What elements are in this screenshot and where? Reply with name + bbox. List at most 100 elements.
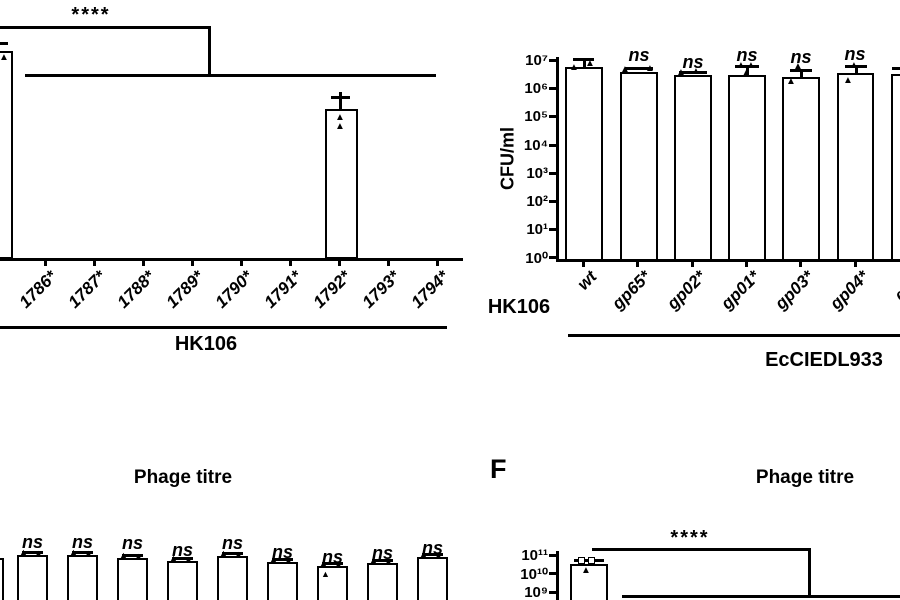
error-cap: [892, 67, 900, 70]
bar-6: [267, 562, 298, 600]
bar-5: [217, 556, 248, 600]
data-point-triangle: ▲: [84, 548, 93, 558]
ns-annotation: ns: [121, 533, 143, 553]
data-point-triangle: ▲: [419, 549, 428, 559]
x-tick: [44, 260, 47, 266]
data-point-triangle: ▲: [620, 64, 630, 75]
ns-annotation: ns: [736, 45, 758, 65]
data-point-triangle: ▲: [585, 58, 595, 69]
bar-1792: [325, 109, 358, 259]
bar-gp65: [620, 72, 658, 261]
data-point-triangle: ▲: [581, 565, 591, 576]
ns-annotation: ns: [790, 47, 812, 67]
bar-gp03: [782, 77, 820, 261]
bar-gp01: [728, 75, 766, 261]
ns-annotation: ns: [371, 543, 393, 563]
ns-annotation: ns: [321, 547, 343, 567]
x-tick: [338, 260, 341, 266]
sig-bracket-connector: [808, 548, 811, 598]
bar-edge-partial: [0, 558, 4, 600]
y-tick: [549, 256, 557, 259]
y-tick-label-1e11: 10¹¹: [521, 547, 548, 564]
error-cap: [573, 58, 594, 61]
sig-bracket-connector: [208, 26, 211, 76]
data-point-triangle: ▲: [384, 556, 393, 566]
bar-gp04: [837, 73, 874, 261]
x-tick: [636, 261, 639, 267]
y-axis-title: CFU/ml: [497, 127, 518, 190]
bar-edge-partial: [891, 74, 900, 261]
data-point-triangle: ▲: [169, 553, 178, 563]
data-point-triangle: ▲: [334, 559, 343, 569]
x-tick: [691, 261, 694, 267]
ns-annotation: ns: [271, 542, 293, 562]
data-point-triangle: ▲: [319, 558, 328, 568]
data-point-triangle: ▲: [691, 66, 701, 77]
y-tick-label-1e5: 10⁵: [524, 108, 548, 125]
y-tick-label-1e7: 10⁷: [525, 52, 548, 69]
bar-4: [167, 561, 198, 600]
data-point-triangle: ▲: [741, 68, 751, 79]
error-whisker: [855, 65, 858, 73]
bar-1: [17, 555, 48, 600]
y-tick: [549, 59, 557, 62]
bar-8: [367, 563, 398, 600]
y-tick: [549, 200, 557, 203]
sig-bracket-upper-line: [0, 26, 210, 29]
error-cap: [372, 559, 393, 562]
y-tick: [549, 572, 557, 575]
data-point-triangle: ▲: [786, 76, 796, 87]
data-point-triangle: ▲: [219, 548, 228, 558]
x-tick: [142, 260, 145, 266]
error-cap: [679, 71, 707, 74]
y-tick-label-1e3: 10³: [526, 165, 548, 182]
data-point-triangle: ▲: [736, 60, 746, 71]
strain-label-hk106: HK106: [487, 296, 551, 318]
sig-bracket-upper-line: [592, 548, 811, 551]
ns-annotation: ns: [21, 532, 43, 552]
error-cap: [122, 554, 143, 557]
y-tick: [549, 144, 557, 147]
ns-annotation: ns: [221, 533, 243, 553]
y-tick-label-1e2: 10²: [526, 193, 548, 210]
data-point-square: [578, 557, 585, 564]
data-point-triangle: ▲: [335, 112, 345, 123]
data-point-triangle: ▲: [19, 547, 28, 557]
y-tick-label-1e10: 10¹⁰: [520, 566, 548, 583]
data-point-triangle: ▲: [793, 61, 803, 72]
y-tick: [549, 554, 557, 557]
x-tick: [93, 260, 96, 266]
bar-3: [117, 558, 148, 600]
data-point-triangle: ▲: [843, 75, 853, 86]
x-tick: [387, 260, 390, 266]
x-axis-line: [0, 258, 463, 261]
data-point-triangle: ▲: [569, 62, 579, 73]
x-tick: [191, 260, 194, 266]
data-point-triangle: ▲: [645, 63, 655, 74]
error-whisker: [583, 59, 586, 68]
group-label-hk106: HK106: [174, 333, 238, 355]
data-point-triangle: ▲: [284, 555, 293, 565]
y-tick-label-1e6: 10⁶: [524, 80, 548, 97]
error-cap: [22, 551, 43, 554]
panel-letter: F: [490, 454, 507, 484]
group-label-eccieldl933: EcCIEDL933: [765, 349, 883, 371]
error-cap: [625, 67, 653, 70]
data-point-triangle: ▲: [676, 67, 686, 78]
y-tick-label-1e4: 10⁴: [523, 137, 548, 154]
bar-2: [67, 555, 98, 600]
error-cap: [422, 553, 443, 556]
y-tick: [549, 115, 557, 118]
data-point-triangle: ▲: [134, 551, 143, 561]
ns-annotation: ns: [71, 532, 93, 552]
error-cap: [72, 551, 93, 554]
bar-first: [570, 564, 608, 600]
data-point-triangle: ▲: [234, 549, 243, 559]
error-whisker: [800, 69, 803, 77]
y-tick-label-1e9: 10⁹: [524, 584, 548, 600]
y-tick-label-1e1: 10¹: [526, 221, 548, 238]
chart-title: Phage titre: [755, 467, 855, 488]
ns-annotation: ns: [628, 45, 650, 65]
error-whisker: [746, 65, 749, 75]
data-point-triangle: ▲: [335, 121, 345, 132]
